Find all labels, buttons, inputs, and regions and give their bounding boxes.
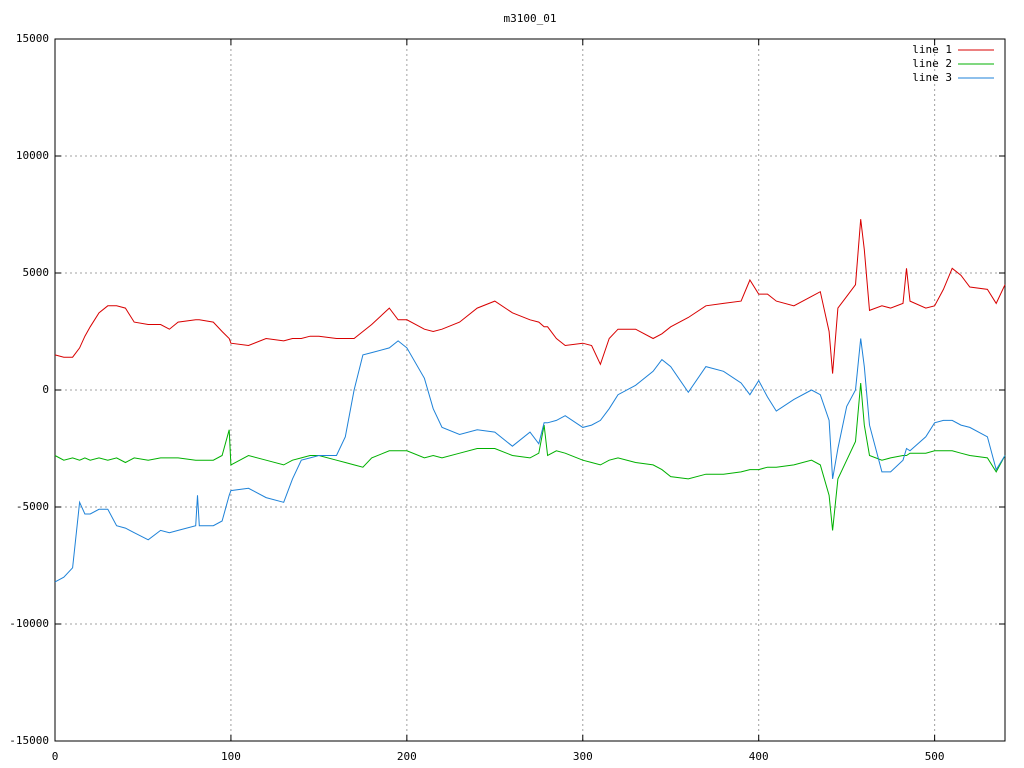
legend-label: line 2 [912,57,952,70]
series-line [54,338,1006,583]
y-tick-label: 5000 [23,266,50,279]
plot-frame [54,38,1006,742]
y-tick-label: 15000 [16,32,49,45]
y-tick-label: 10000 [16,149,49,162]
x-tick-label: 400 [749,750,769,763]
x-tick-label: 500 [925,750,945,763]
y-tick-label: -10000 [9,617,49,630]
series-line [54,219,1006,374]
legend-label: line 3 [912,71,952,84]
legend-label: line 1 [912,43,952,56]
x-tick-label: 300 [573,750,593,763]
x-tick-label: 200 [397,750,417,763]
x-tick-label: 100 [221,750,241,763]
y-tick-label: 0 [42,383,49,396]
series-line [54,382,1006,531]
x-tick-label: 0 [52,750,59,763]
y-tick-label: -5000 [16,500,49,513]
y-tick-label: -15000 [9,734,49,747]
chart-title: m3100_01 [504,12,557,25]
